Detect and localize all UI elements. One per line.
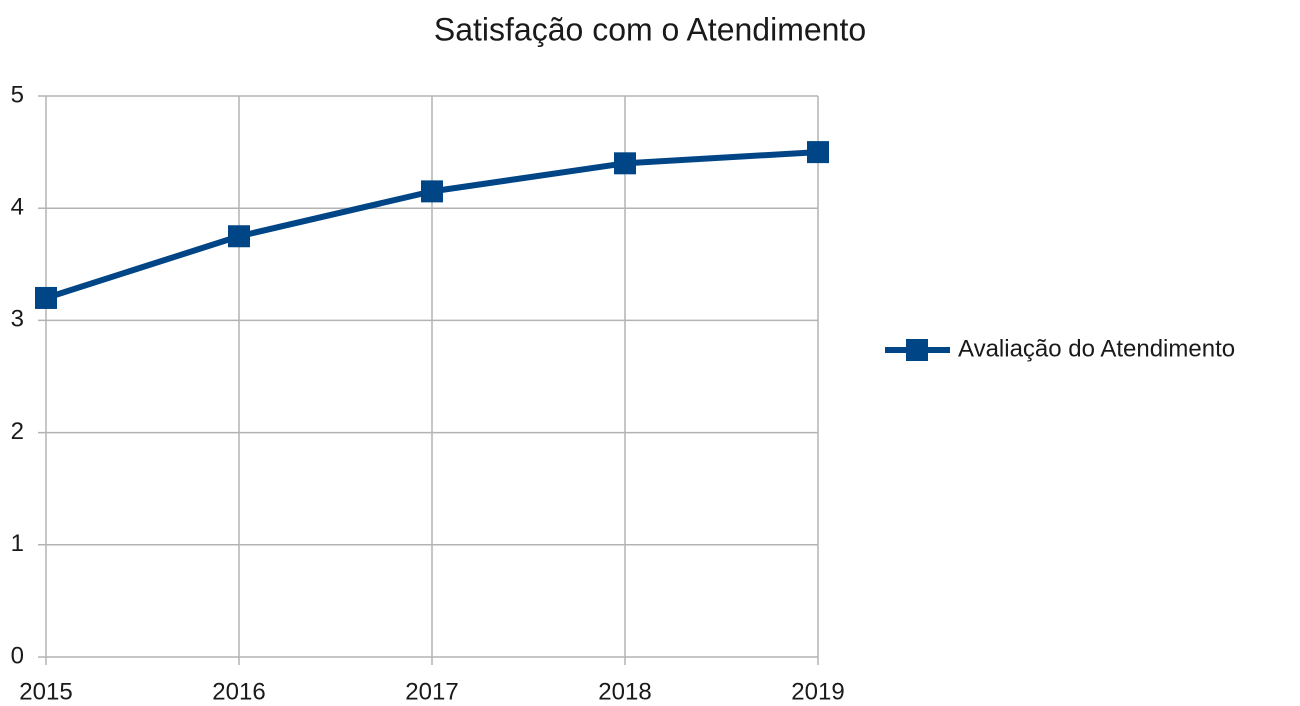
data-point bbox=[614, 152, 636, 175]
x-tick-label: 2016 bbox=[212, 678, 265, 705]
y-tick-label: 0 bbox=[11, 642, 24, 669]
y-tick-label: 4 bbox=[11, 194, 24, 221]
y-tick-label: 5 bbox=[11, 81, 24, 108]
x-tick-label: 2019 bbox=[791, 678, 844, 705]
y-tick-label: 3 bbox=[11, 306, 24, 333]
x-tick-label: 2018 bbox=[598, 678, 651, 705]
data-point bbox=[421, 180, 443, 203]
data-point bbox=[228, 225, 250, 248]
x-tick-label: 2017 bbox=[405, 678, 458, 705]
legend-marker bbox=[906, 339, 928, 361]
y-tick-label: 1 bbox=[11, 530, 24, 557]
y-tick-label: 2 bbox=[11, 418, 24, 445]
legend-label: Avaliação do Atendimento bbox=[958, 335, 1235, 362]
chart-title: Satisfação com o Atendimento bbox=[434, 11, 866, 47]
data-point bbox=[807, 141, 829, 164]
data-point bbox=[35, 286, 57, 309]
x-tick-label: 2015 bbox=[19, 678, 72, 705]
